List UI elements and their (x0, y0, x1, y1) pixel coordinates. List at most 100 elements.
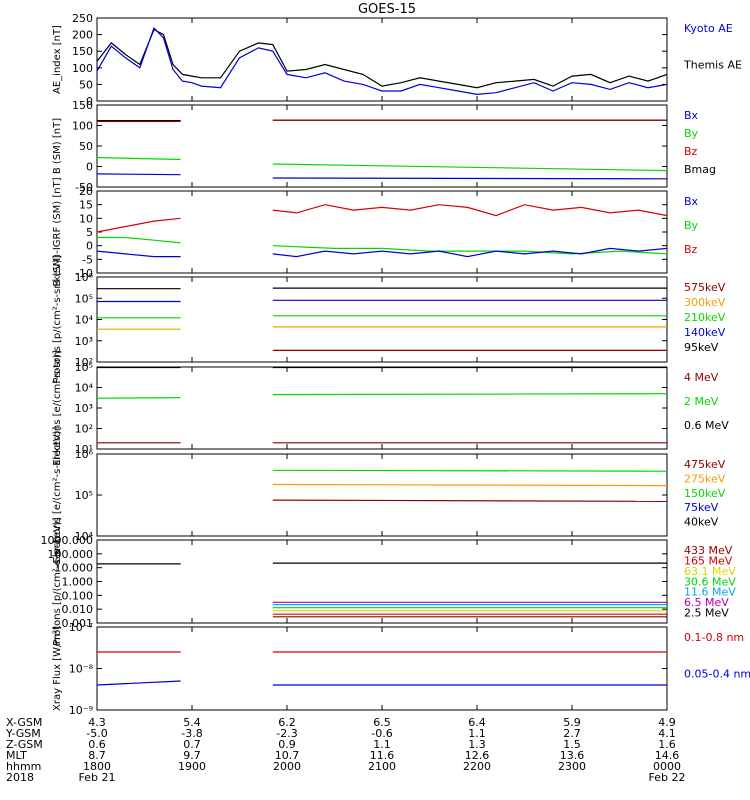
legend-label: Kyoto AE (684, 22, 733, 35)
y-tick-label: 50 (79, 78, 93, 91)
legend-label: 0.1-0.8 nm (684, 631, 744, 644)
y-tick-label: 15 (79, 199, 93, 212)
orbit-cell: 14.6 (655, 749, 680, 762)
y-tick-label: 10² (75, 356, 93, 369)
y-tick-label: 10⁴ (75, 530, 94, 543)
legend-label: Themis AE (683, 59, 742, 72)
y-tick-label: 100 (72, 62, 93, 75)
series-line (272, 245, 668, 255)
series-line (272, 204, 668, 217)
orbit-row-label: 2018 (6, 771, 34, 784)
y-axis-label: Xray Flux [W/m²] (52, 626, 63, 711)
y-axis-label: B (SM) [nT] (52, 118, 63, 174)
y-tick-label: -10 (75, 267, 93, 280)
panel-frame (96, 276, 668, 363)
series-line (96, 397, 181, 399)
panel-6: 10⁴ 10⁵ 10⁶ Electrons [e/(cm²-s-sr-keV)] 475… (52, 426, 726, 563)
legend-label: 575keV (684, 281, 726, 294)
orbit-cell: 0.6 (88, 738, 106, 751)
y-tick-label: 10⁻⁷ (69, 621, 93, 634)
y-tick-label: 0 (86, 240, 93, 253)
orbit-cell: 6.4 (468, 716, 486, 729)
orbit-cell: 10.7 (275, 749, 300, 762)
orbit-cell: -5.0 (86, 727, 107, 740)
y-tick-label: 250 (72, 12, 93, 25)
orbit-cell: 2100 (368, 760, 396, 773)
legend-label: Bx (684, 109, 699, 122)
orbit-cell: -2.3 (276, 727, 297, 740)
series-line (97, 236, 181, 244)
orbit-cell: 11.6 (370, 749, 395, 762)
legend-label: 30.6 MeV (684, 575, 736, 588)
y-tick-label: 0.100 (62, 589, 94, 602)
y-tick-label: 10¹ (75, 443, 93, 456)
orbit-cell: 12.6 (465, 749, 490, 762)
y-axis-label: Electrons [e/(cm²-s-sr-keV)] (52, 426, 63, 563)
orbit-row-label: hhmm (6, 760, 41, 773)
orbit-row-label: Y-GSM (5, 727, 41, 740)
legend-label: 11.6 MeV (684, 586, 736, 599)
orbit-cell: 2300 (558, 760, 586, 773)
orbit-row-label: Z-GSM (6, 738, 43, 751)
series-line (96, 156, 181, 161)
panel-4: 10² 10³ 10⁴ 10⁵ 10⁶ Protons [p/(cm²-s-sr-keV)… (52, 255, 726, 383)
legend-label: Bx (684, 195, 699, 208)
y-tick-label: 10⁴ (75, 382, 94, 395)
orbit-cell: 1.6 (658, 738, 676, 751)
orbit-cell: -0.6 (371, 727, 392, 740)
y-tick-label: 10³ (75, 335, 93, 348)
orbit-cell: 0000 (653, 760, 681, 773)
y-tick-label: 50 (79, 140, 93, 153)
panel-frame (96, 17, 668, 102)
orbit-cell: 5.9 (563, 716, 581, 729)
legend-label: Bz (684, 243, 698, 256)
y-axis-label: Electrons [e/(cm²-s-sr)] (52, 350, 63, 466)
orbit-cell: 1.1 (373, 738, 391, 751)
legend-label: 150keV (684, 487, 726, 500)
orbit-cell: Feb 21 (79, 771, 116, 784)
legend-label: 4 MeV (684, 371, 719, 384)
legend-label: By (684, 219, 699, 232)
y-tick-label: 10⁻⁹ (69, 704, 93, 717)
y-tick-label: 10⁻⁸ (69, 663, 94, 676)
orbit-cell: 1800 (83, 760, 111, 773)
y-tick-label: 10⁵ (75, 361, 93, 374)
series-line (272, 393, 668, 396)
legend-label: 2.5 MeV (684, 607, 729, 620)
orbit-cell: 4.3 (88, 716, 106, 729)
y-tick-label: 1.000 (62, 576, 94, 589)
legend-label: 63.1 MeV (684, 565, 736, 578)
orbit-cell: 0.9 (278, 738, 296, 751)
orbit-cell: 1.5 (563, 738, 581, 751)
orbit-table: X-GSM 4.3 5.4 6.2 6.5 6.4 5.9 4.9 Y-GSM -5.0 -3.8 -… (5, 716, 685, 784)
y-axis-label: Protons [p/(cm²-s-sr-keV)] (52, 255, 63, 383)
panel-frame (96, 104, 668, 188)
y-tick-label: 10 (79, 212, 93, 225)
legend-label: 210keV (684, 311, 726, 324)
y-tick-label: -50 (75, 181, 93, 194)
legend-label: 475keV (684, 458, 726, 471)
orbit-cell: 0.7 (183, 738, 201, 751)
legend-label: 165 MeV (684, 554, 733, 567)
orbit-cell: 1900 (178, 760, 206, 773)
panel-2: -50 0 50 100 150 B (SM) [nT] Bx By Bz Bmag (52, 99, 716, 194)
series-line (96, 28, 668, 89)
y-tick-label: 10⁴ (75, 314, 94, 327)
y-axis-label: AE_index [nT] (52, 25, 63, 94)
y-tick-label: 1000.000 (41, 534, 94, 547)
y-tick-label: 0 (86, 95, 93, 108)
y-tick-label: -5 (82, 253, 93, 266)
legend-label: 75keV (684, 501, 719, 514)
orbit-cell: 1.3 (468, 738, 486, 751)
orbit-cell: Feb 22 (649, 771, 686, 784)
y-tick-label: 100 (72, 120, 93, 133)
panel-1: 0 50 100 150 200 250 AE_index [nT] Kyoto AE Them… (52, 12, 742, 108)
y-axis-label: Protons [p/(cm²-s-sr-keV)] (52, 517, 63, 645)
legend-label: 2 MeV (684, 395, 719, 408)
orbit-cell: 6.2 (278, 716, 296, 729)
legend-label: 95keV (684, 341, 719, 354)
orbit-cell: 4.1 (658, 727, 676, 740)
